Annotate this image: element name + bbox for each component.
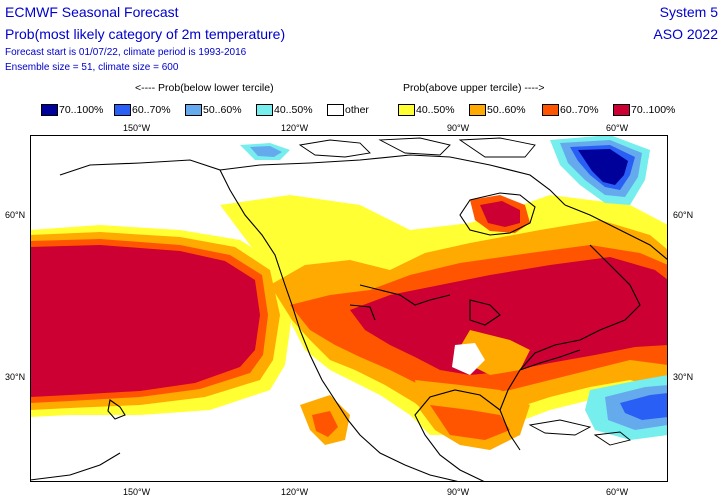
legend-label-below-40-50: 40..50% [274,104,313,116]
system-label: System 5 [659,4,718,20]
right-lat-60n: 60°N [673,210,694,220]
legend-swatch-above-70-100 [613,104,630,116]
forecast-info: Forecast start is 01/07/22, climate peri… [5,47,247,58]
map-frame [30,135,668,482]
legend-label-below-70-100: 70..100% [59,104,104,116]
legend-label-above-70-100: 70..100% [631,104,676,116]
top-lon-90w: 90°W [447,123,470,133]
forecast-map [30,135,668,482]
legend-above-caption: Prob(above upper tercile) ----> [403,82,545,94]
left-lat-60n: 60°N [5,210,26,220]
top-lon-60w: 60°W [606,123,629,133]
legend-label-above-50-60: 50..60% [487,104,526,116]
legend-label-above-60-70: 60..70% [560,104,599,116]
legend-swatch-above-60-70 [542,104,559,116]
legend-swatch-above-50-60 [469,104,486,116]
legend-swatch-below-70-100 [41,104,58,116]
chart-subtitle: Prob(most likely category of 2m temperat… [5,26,286,42]
pacific-warm-region [30,225,292,417]
bottom-lon-90w: 90°W [447,487,470,497]
period-label: ASO 2022 [653,26,718,42]
left-lat-30n: 30°N [5,372,26,382]
legend-label-above-40-50: 40..50% [416,104,455,116]
top-lon-120w: 120°W [281,123,309,133]
right-lat-30n: 30°N [673,372,694,382]
legend-label-other: other [345,104,369,116]
legend-swatch-below-60-70 [114,104,131,116]
legend-label-below-50-60: 50..60% [203,104,242,116]
ensemble-info: Ensemble size = 51, climate size = 600 [5,62,179,73]
top-lon-150w: 150°W [123,123,151,133]
hudson-warm-region [470,195,530,233]
coastlines [30,154,668,482]
chart-title: ECMWF Seasonal Forecast [5,4,179,20]
legend-label-below-60-70: 60..70% [132,104,171,116]
bottom-lon-150w: 150°W [123,487,151,497]
continental-warm-region [220,195,668,450]
legend-swatch-below-40-50 [256,104,273,116]
bottom-lon-60w: 60°W [606,487,629,497]
island-coastlines [298,137,631,446]
legend-swatch-below-50-60 [185,104,202,116]
bottom-lon-120w: 120°W [281,487,309,497]
legend-below-caption: <---- Prob(below lower tercile) [135,82,274,94]
cold-regions [240,135,668,440]
legend-swatch-other [327,104,344,116]
legend-swatch-above-40-50 [398,104,415,116]
